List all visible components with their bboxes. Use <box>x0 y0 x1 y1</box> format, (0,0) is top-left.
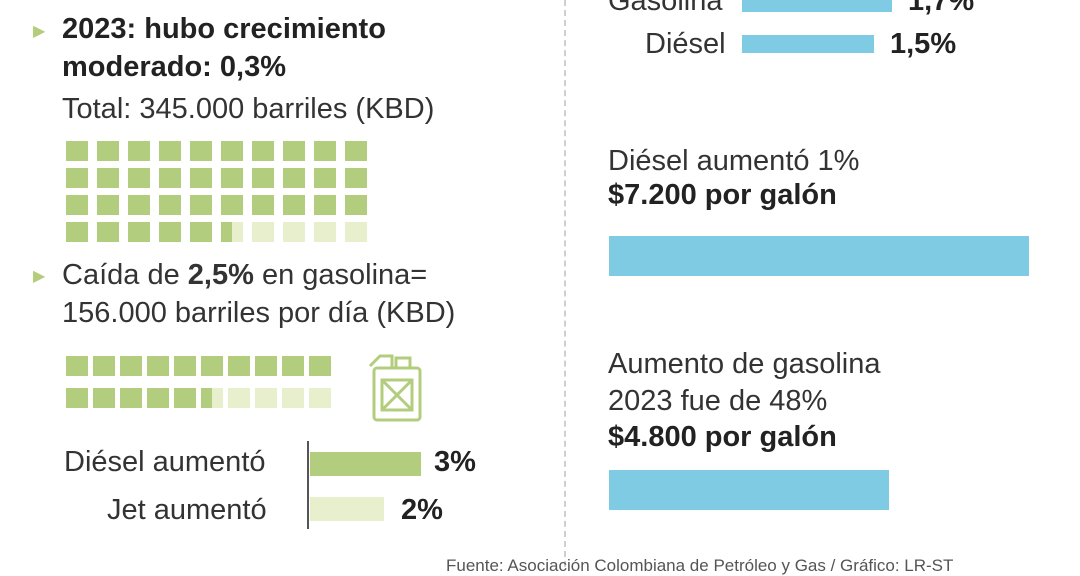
waffle-cell <box>66 168 88 188</box>
waffle-cell <box>174 356 196 376</box>
waffle-cell <box>345 195 367 215</box>
jerrycan-icon <box>368 354 422 422</box>
waffle-cell <box>190 168 212 188</box>
waffle-cell <box>120 388 142 408</box>
waffle-cell <box>97 195 119 215</box>
total-prefix: Total: <box>62 93 132 125</box>
waffle-cell <box>147 356 169 376</box>
gasoline-price-line-3: $4.800 por galón <box>608 421 837 453</box>
source-note: Fuente: Asociación Colombiana de Petróle… <box>446 556 954 575</box>
jet-increase-value: 2% <box>401 494 443 526</box>
gasoline-top-value: 1,7% <box>908 0 975 17</box>
waffle-cell <box>309 356 331 376</box>
waffle-cell <box>345 141 367 161</box>
waffle-cell <box>190 141 212 161</box>
bullet-icon: ▶ <box>33 268 46 285</box>
waffle-cell <box>128 222 150 242</box>
waffle-cell <box>221 168 243 188</box>
waffle-cell <box>252 222 274 242</box>
waffle-cell <box>159 222 181 242</box>
gasoline-price-line-1: Aumento de gasolina <box>608 348 881 380</box>
bar-axis <box>307 441 309 529</box>
waffle-cell <box>201 356 223 376</box>
waffle-cell <box>128 195 150 215</box>
waffle-cell <box>283 168 305 188</box>
drop-suffix: en gasolina= <box>261 259 428 291</box>
waffle-cell <box>93 388 115 408</box>
waffle-cell <box>190 222 212 242</box>
waffle-cell <box>147 388 169 408</box>
waffle-cell <box>190 195 212 215</box>
waffle-cell <box>174 388 196 408</box>
waffle-cell <box>314 195 336 215</box>
total-value: 345.000 barriles (KBD) <box>139 93 435 125</box>
waffle-cell <box>93 356 115 376</box>
waffle-cell <box>314 222 336 242</box>
gasoline-price-bar <box>609 470 890 510</box>
gasoline-top-label: Gasolina <box>608 0 723 17</box>
waffle-cell <box>228 388 250 408</box>
waffle-cell <box>255 388 277 408</box>
waffle-cell <box>314 141 336 161</box>
waffle-cell <box>252 195 274 215</box>
waffle-cell <box>282 388 304 408</box>
bullet-icon: ▶ <box>33 23 46 40</box>
diesel-price-line-1: Diésel aumentó 1% <box>608 145 860 177</box>
waffle-cell <box>314 168 336 188</box>
waffle-cell <box>345 168 367 188</box>
drop-prefix: Caída de <box>62 259 180 291</box>
waffle-cell <box>309 388 331 408</box>
waffle-cell <box>283 195 305 215</box>
total-line: Total: 345.000 barriles (KBD) <box>62 91 434 127</box>
waffle-cell <box>228 356 250 376</box>
diesel-increase-bar <box>310 452 421 476</box>
drop-percent: 2,5% <box>187 259 254 291</box>
waffle-cell <box>66 222 88 242</box>
waffle-cell <box>252 168 274 188</box>
waffle-cell <box>97 168 119 188</box>
drop-line-2: 156.000 barriles por día (KBD) <box>62 297 456 329</box>
diesel-price-bar <box>609 236 1029 276</box>
jet-increase-label: Jet aumentó <box>107 494 267 526</box>
heading-line-1: 2023: hubo crecimiento <box>62 13 386 45</box>
waffle-cell <box>66 141 88 161</box>
diesel-increase-label: Diésel aumentó <box>64 446 266 478</box>
jet-increase-bar <box>310 497 385 521</box>
barrels-waffle-chart <box>66 141 367 242</box>
waffle-cell <box>66 388 88 408</box>
diesel-top-label: Diésel <box>645 28 726 60</box>
diesel-top-bar <box>742 35 874 53</box>
diesel-top-value: 1,5% <box>890 28 957 60</box>
waffle-cell <box>97 141 119 161</box>
gasoline-waffle-chart <box>66 356 331 408</box>
gasoline-price-line-2: 2023 fue de 48% <box>608 385 828 417</box>
waffle-cell <box>66 195 88 215</box>
waffle-cell <box>97 222 119 242</box>
drop-line-1: Caída de 2,5% en gasolina= <box>62 257 427 293</box>
gasoline-top-bar <box>742 0 892 12</box>
waffle-cell <box>201 388 223 408</box>
waffle-cell <box>283 141 305 161</box>
waffle-cell <box>252 141 274 161</box>
waffle-cell <box>283 222 305 242</box>
waffle-cell <box>159 195 181 215</box>
waffle-cell <box>66 356 88 376</box>
waffle-cell <box>128 141 150 161</box>
waffle-cell <box>221 222 243 242</box>
waffle-cell <box>221 141 243 161</box>
heading-line-2: moderado: 0,3% <box>62 51 286 83</box>
column-divider <box>564 0 566 567</box>
waffle-cell <box>282 356 304 376</box>
waffle-cell <box>255 356 277 376</box>
waffle-cell <box>221 195 243 215</box>
waffle-cell <box>120 356 142 376</box>
waffle-cell <box>159 141 181 161</box>
diesel-increase-value: 3% <box>434 446 476 478</box>
diesel-price-line-2: $7.200 por galón <box>608 179 837 211</box>
waffle-cell <box>345 222 367 242</box>
waffle-cell <box>159 168 181 188</box>
waffle-cell <box>128 168 150 188</box>
